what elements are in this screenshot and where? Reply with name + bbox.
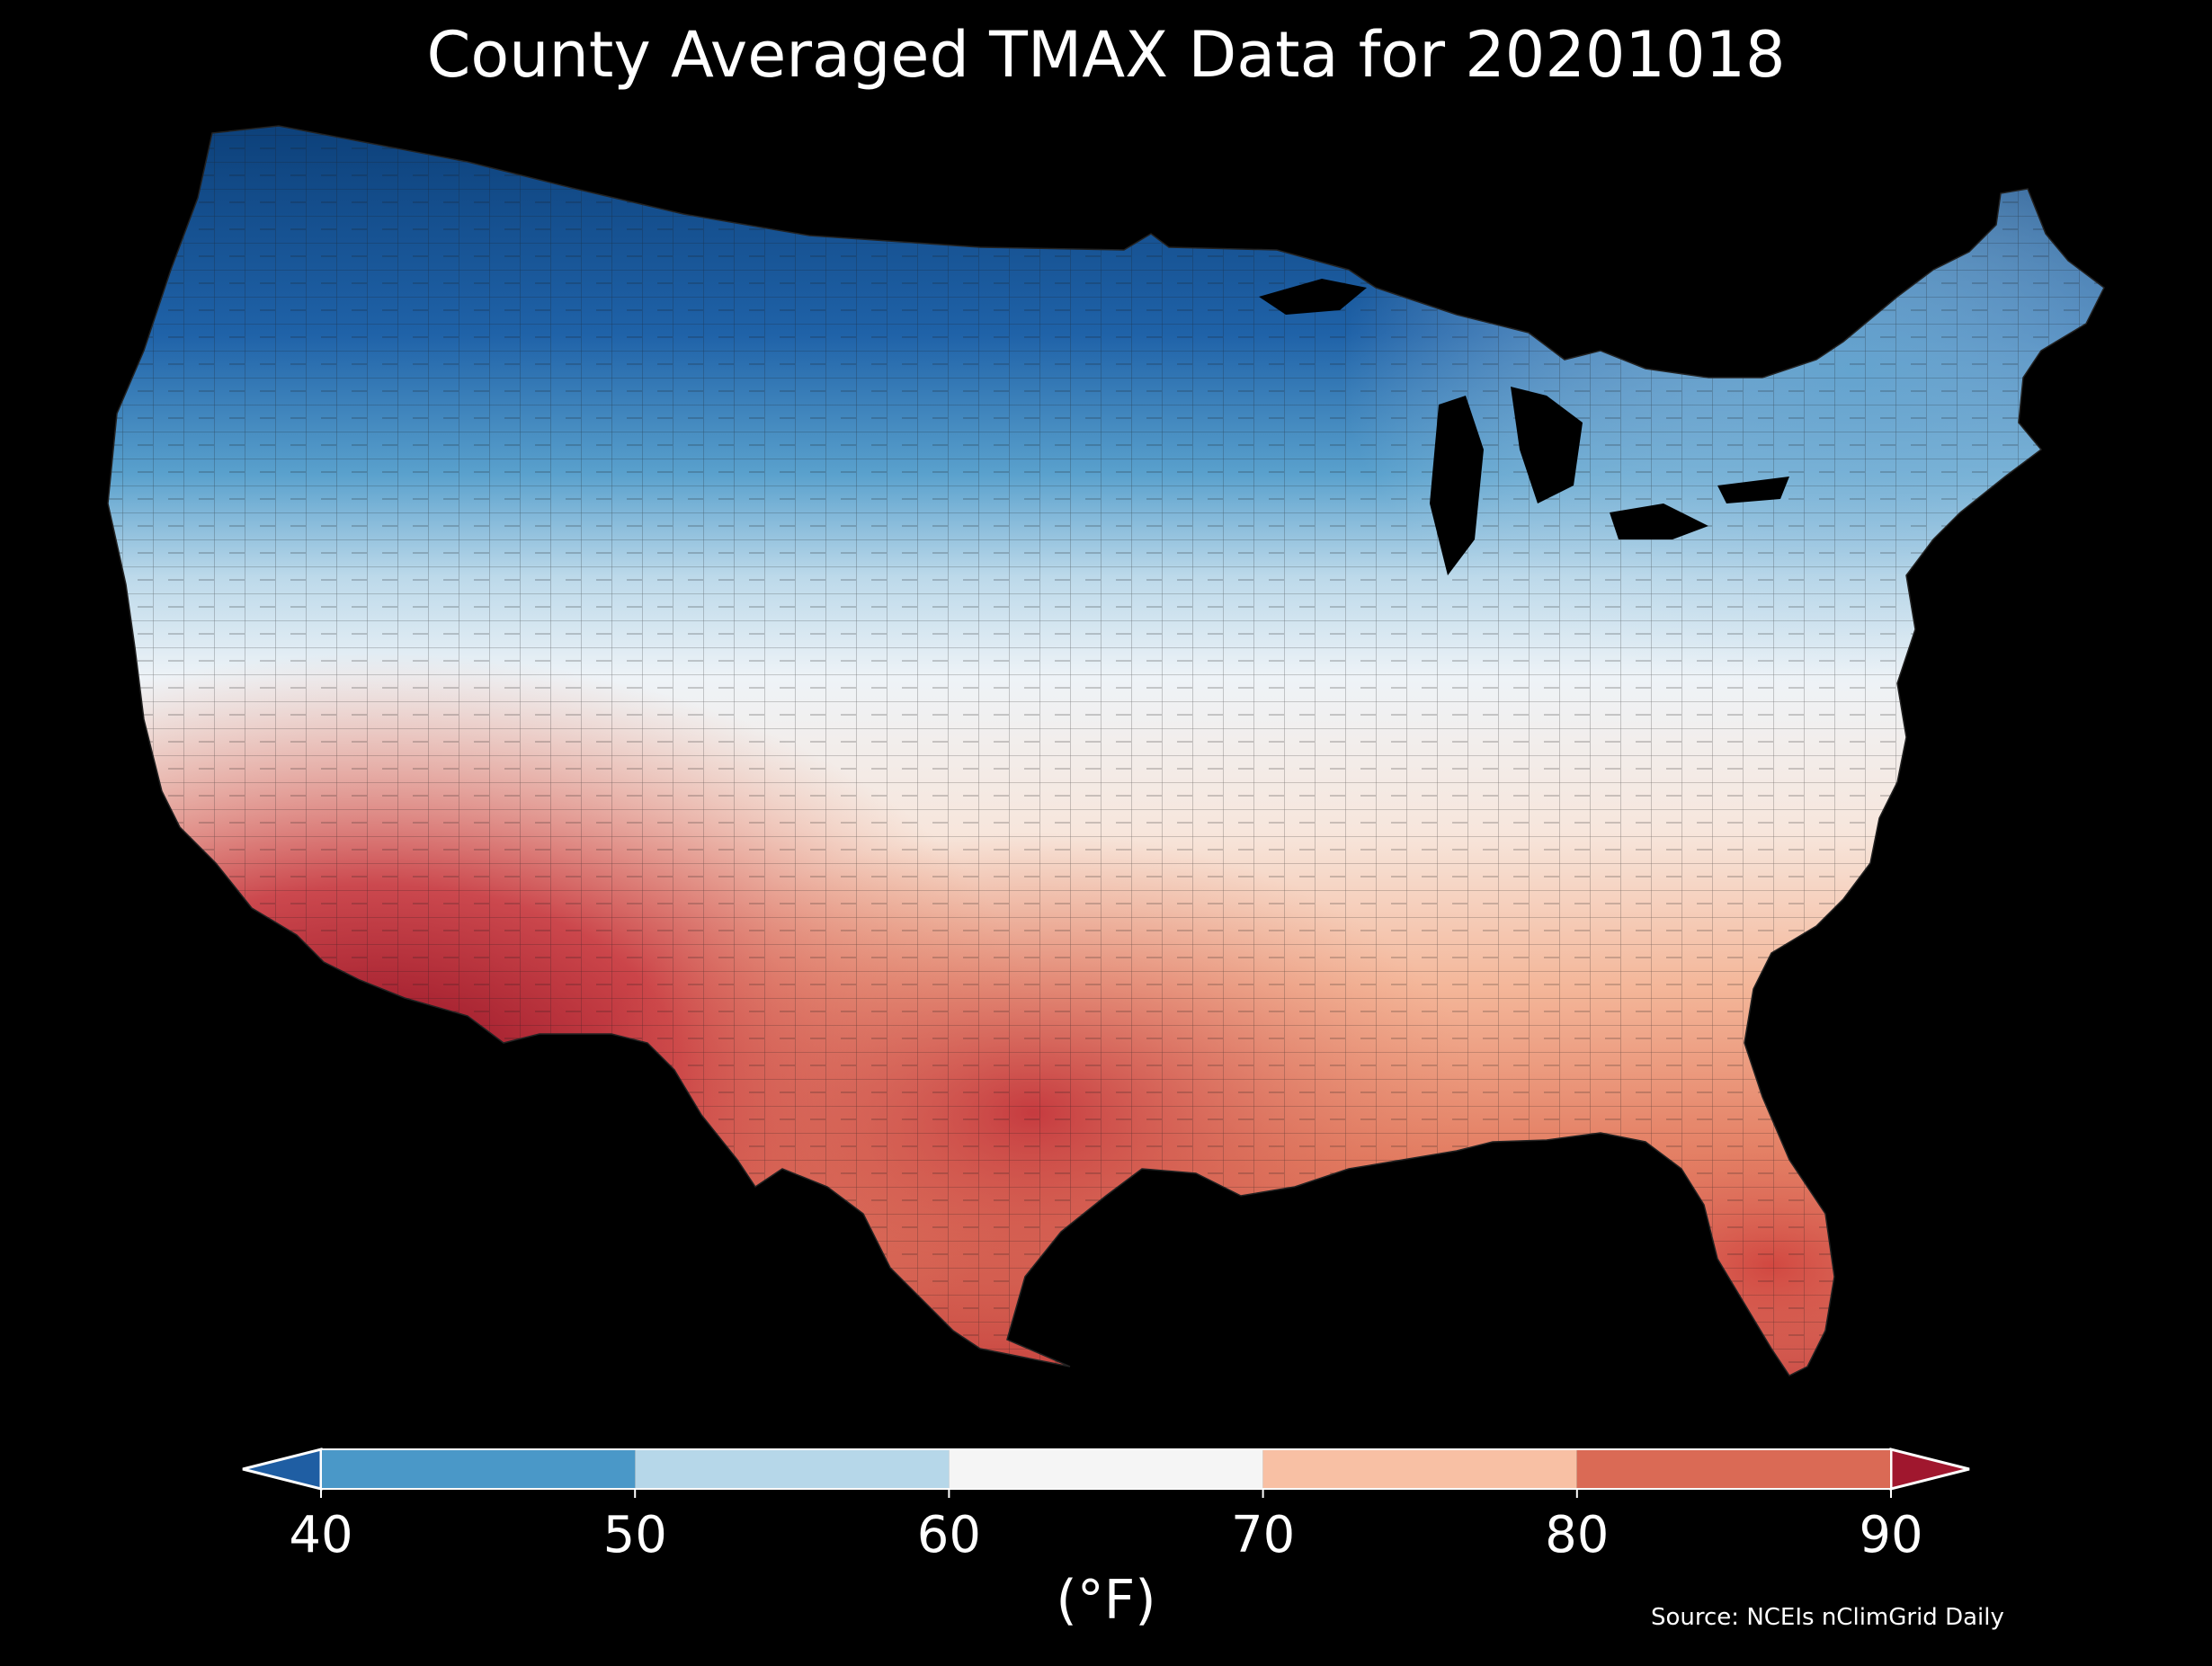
great-lakes [1259, 279, 1789, 575]
colorbar-tick-label: 70 [1231, 1506, 1295, 1564]
colorbar-tick-label: 90 [1859, 1506, 1922, 1564]
source-credit: Source: NCEIs nClimGrid Daily [1651, 1604, 2004, 1631]
colorbar-bin-40-50 [321, 1449, 636, 1489]
colorbar-bin-50-60 [635, 1449, 950, 1489]
colorbar-bin-70-80 [1262, 1449, 1577, 1489]
colorbar-units-label: (°F) [1056, 1569, 1156, 1632]
colorbar-tick-label: 60 [917, 1506, 981, 1564]
colorbar-tick-label: 50 [603, 1506, 667, 1564]
colorbar-over-extension [1889, 1448, 1970, 1491]
colorbar-tick-label: 80 [1545, 1506, 1609, 1564]
colorbar-tick-label: 40 [289, 1506, 352, 1564]
colorbar-under-extension [242, 1448, 323, 1491]
colorbar-bin-60-70 [949, 1449, 1263, 1489]
map-title: County Averaged TMAX Data for 20201018 [426, 18, 1786, 92]
colorbar-bin-80-90 [1576, 1449, 1891, 1489]
